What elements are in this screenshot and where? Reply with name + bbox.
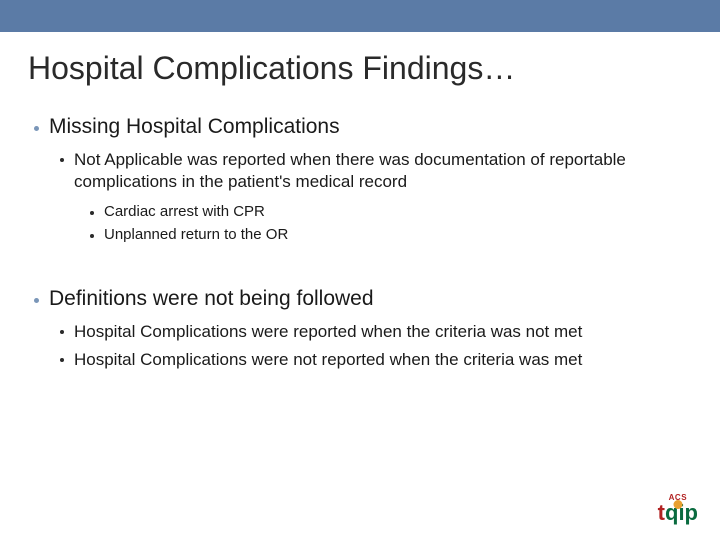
bullet-l1: Missing Hospital Complications (34, 115, 692, 139)
bullet-text: Not Applicable was reported when there w… (74, 149, 692, 193)
bullet-dot-icon (60, 330, 64, 334)
tqip-logo: ACS tqip (658, 493, 698, 526)
bullet-l1: Definitions were not being followed (34, 287, 692, 311)
bullet-text: Definitions were not being followed (49, 287, 374, 311)
bullet-text: Cardiac arrest with CPR (104, 203, 265, 220)
bullet-text: Hospital Complications were not reported… (74, 349, 582, 371)
bullet-l2: Hospital Complications were reported whe… (60, 321, 692, 343)
slide-title: Hospital Complications Findings… (28, 50, 692, 87)
bullet-dot-icon (60, 358, 64, 362)
bullet-text: Unplanned return to the OR (104, 226, 288, 243)
bullet-l3: Cardiac arrest with CPR (90, 203, 692, 220)
logo-dot-icon (673, 500, 682, 509)
bullet-l2: Not Applicable was reported when there w… (60, 149, 692, 193)
bullet-dot-icon (34, 298, 39, 303)
bullet-dot-icon (90, 211, 94, 215)
bullet-l3: Unplanned return to the OR (90, 226, 692, 243)
top-accent-bar (0, 0, 720, 32)
bullet-text: Hospital Complications were reported whe… (74, 321, 582, 343)
bullet-l2: Hospital Complications were not reported… (60, 349, 692, 371)
slide-content: Hospital Complications Findings… Missing… (0, 32, 720, 371)
bullet-text: Missing Hospital Complications (49, 115, 340, 139)
bullet-dot-icon (34, 126, 39, 131)
logo-letter-t: t (658, 500, 665, 526)
bullet-dot-icon (90, 234, 94, 238)
bullet-dot-icon (60, 158, 64, 162)
